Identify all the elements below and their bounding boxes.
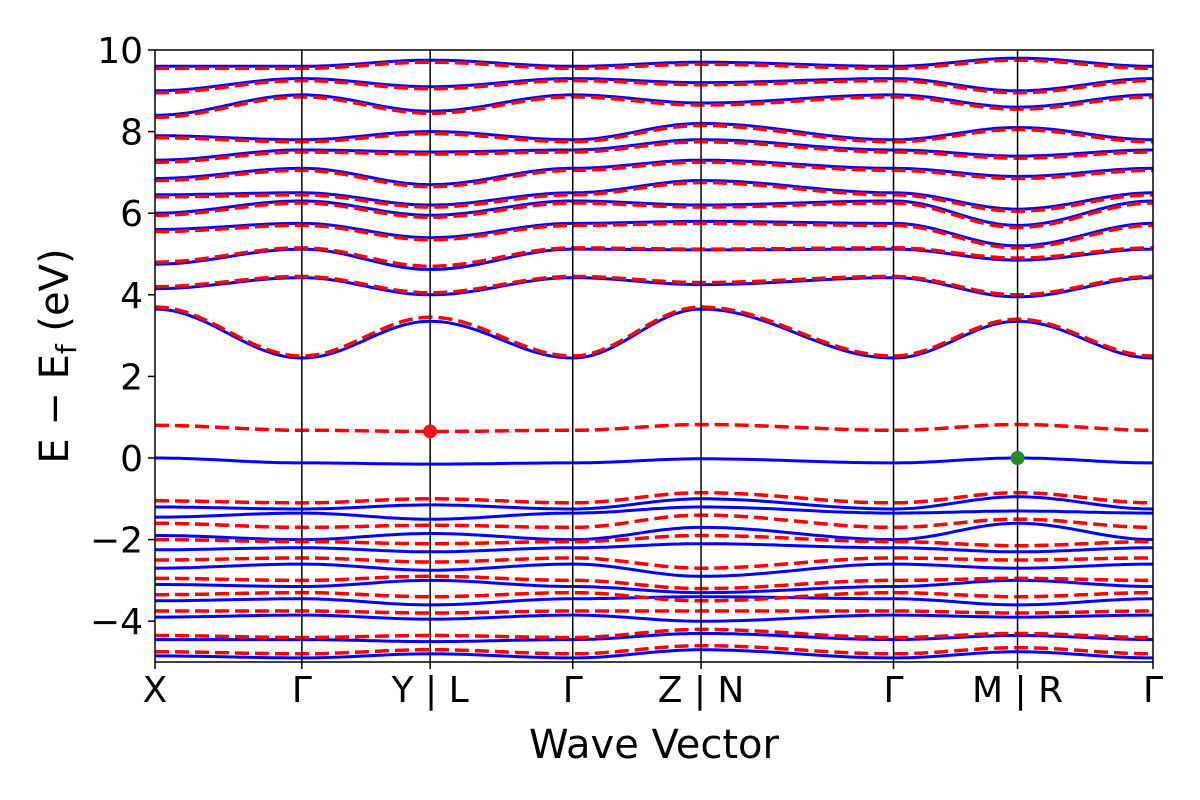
- spin-up-band-0: [155, 456, 1153, 466]
- spin-down-band-9: [155, 590, 1153, 603]
- spin-down-band-4: [155, 490, 1153, 505]
- spin-up-band-4: [155, 495, 1153, 511]
- spin-up-band-5: [155, 505, 1153, 521]
- kpoint-dividers: [301, 50, 1019, 662]
- spin-down-band-17: [155, 140, 1153, 164]
- y-tick-label: 4: [120, 276, 143, 317]
- bands-layer: [155, 56, 1153, 660]
- y-axis-label: E − Ef (eV): [32, 248, 83, 463]
- spin-down-band-14: [155, 201, 1153, 230]
- y-tick-label: 6: [120, 194, 143, 235]
- x-tick-label: Γ: [563, 670, 583, 711]
- spin-down-band-1: [155, 305, 1153, 358]
- spin-down-band-2: [155, 274, 1153, 297]
- spin-up-band-13: [155, 648, 1153, 660]
- spin-down-band-7: [155, 556, 1153, 570]
- spin-down-band-12: [155, 643, 1153, 656]
- spin-up-band-19: [155, 121, 1153, 142]
- x-axis-ticks: X Γ Y | L Γ Z | N Γ M | R Γ: [143, 662, 1163, 711]
- x-tick-label: Y | L: [391, 670, 469, 711]
- spin-up-band-18: [155, 138, 1153, 162]
- y-tick-label: 2: [120, 357, 143, 398]
- x-axis-label: Wave Vector: [529, 722, 780, 768]
- x-tick-label: Z | N: [658, 670, 745, 711]
- markers-layer: [423, 424, 1025, 465]
- x-tick-label: Γ: [883, 670, 903, 711]
- spin-down-band-5: [155, 513, 1153, 530]
- spin-up-band-22: [155, 56, 1153, 68]
- spin-down-band-18: [155, 123, 1153, 144]
- y-axis-ticks: −4 −2 0 2 4 6 8 10: [90, 31, 155, 643]
- y-tick-label: 0: [120, 439, 143, 480]
- vbm-marker: [1010, 451, 1025, 465]
- spin-down-band-6: [155, 533, 1153, 548]
- spin-down-band-13: [155, 221, 1153, 250]
- spin-down-band-8: [155, 574, 1153, 591]
- spin-up-band-16: [155, 179, 1153, 211]
- spin-down-band-16: [155, 160, 1153, 189]
- spin-up-band-8: [155, 562, 1153, 578]
- y-axis-label-main: E − E: [32, 354, 78, 464]
- spin-down-band-21: [155, 58, 1153, 71]
- spin-down-band-0: [155, 422, 1153, 434]
- x-tick-label: X: [143, 670, 168, 711]
- x-tick-label: Γ: [1143, 670, 1163, 711]
- spin-up-band-15: [155, 199, 1153, 227]
- plot-frame: [154, 49, 1154, 663]
- cbm-marker: [423, 424, 438, 439]
- spin-up-band-11: [155, 613, 1153, 623]
- spin-down-band-11: [155, 627, 1153, 640]
- y-tick-label: −4: [90, 602, 143, 643]
- spin-down-band-15: [155, 180, 1153, 213]
- y-tick-label: 10: [97, 31, 143, 72]
- spin-up-band-12: [155, 631, 1153, 644]
- y-axis-label-subscript: f: [50, 343, 83, 354]
- spin-up-band-6: [155, 521, 1153, 542]
- spin-up-band-7: [155, 542, 1153, 554]
- spin-up-band-1: [155, 307, 1153, 360]
- spin-down-band-10: [155, 609, 1153, 615]
- spin-up-band-17: [155, 158, 1153, 187]
- spin-down-band-20: [155, 78, 1153, 95]
- spin-up-band-14: [155, 219, 1153, 248]
- y-tick-label: −2: [90, 521, 143, 562]
- spin-down-band-3: [155, 246, 1153, 268]
- x-tick-label: Γ: [292, 670, 312, 711]
- spin-up-band-9: [155, 578, 1153, 595]
- x-tick-label: M | R: [972, 670, 1063, 711]
- spin-up-band-21: [155, 77, 1153, 93]
- y-tick-label: 8: [120, 113, 143, 154]
- spin-up-band-20: [155, 93, 1153, 117]
- spin-down-band-19: [155, 95, 1153, 120]
- y-axis-label-unit: (eV): [32, 248, 78, 344]
